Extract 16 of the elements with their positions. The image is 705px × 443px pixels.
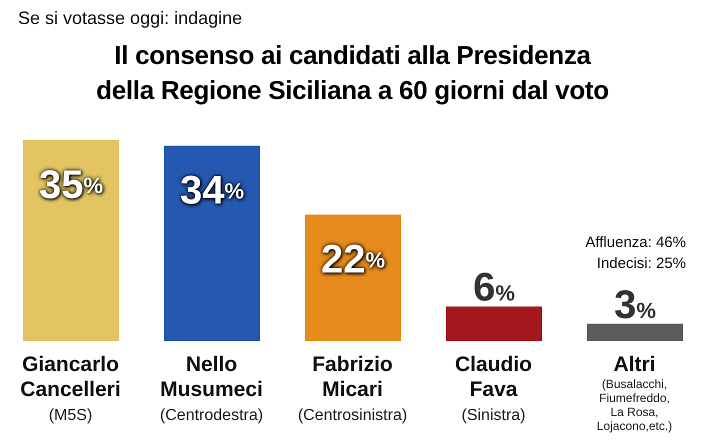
x-tick-label: Fabrizio Micari (Centrosinistra): [298, 353, 408, 424]
bar: [446, 306, 542, 341]
x-tick-label: Claudio Fava (Sinistra): [455, 353, 532, 424]
annotation: Affluenza: 46%: [585, 233, 686, 253]
data-label: 22%: [320, 238, 386, 282]
bar: [587, 324, 683, 341]
data-label: 34%: [180, 168, 244, 213]
data-label: 6%: [473, 266, 515, 310]
data-label: 35%: [38, 163, 104, 207]
x-tick-label: Giancarlo Cancelleri (M5S): [20, 353, 121, 424]
chart-subtitle: Se si votasse oggi: indagine: [18, 8, 242, 29]
chart-title: Il consenso ai candidati alla Presidenza della Regione Siciliana a 60 giorni dal voto: [95, 39, 610, 107]
annotation: Indecisi: 25%: [596, 254, 686, 274]
data-label: 3%: [614, 282, 656, 327]
x-tick-label: Altri (Busalacchi, Fiumefreddo, La Rosa, Lojacono,etc.): [596, 353, 672, 433]
x-tick-label: Nello Musumeci (Centrodestra): [160, 353, 264, 424]
